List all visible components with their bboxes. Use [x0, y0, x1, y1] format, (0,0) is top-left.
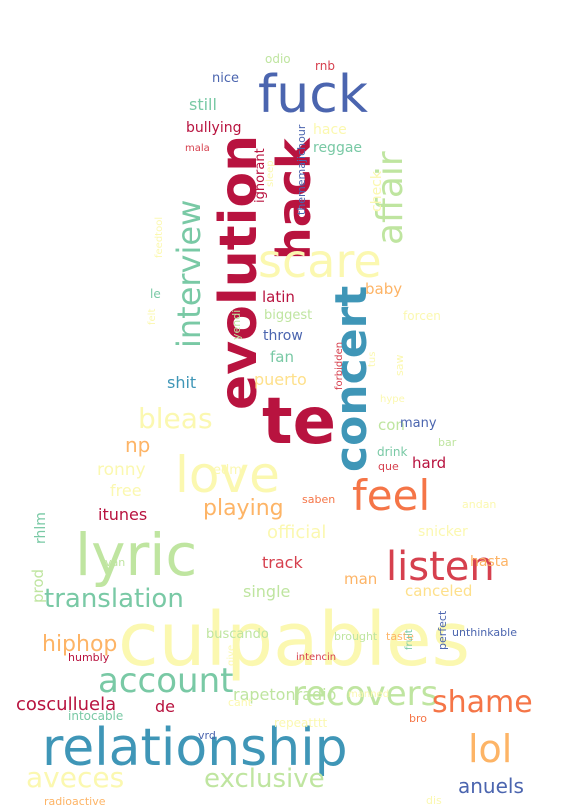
word-playing: playing [203, 496, 284, 521]
word-radioactive: radioactive [44, 795, 106, 808]
word-check: check [369, 170, 385, 212]
word-listen: listen [386, 544, 495, 590]
word-nice: nice [212, 71, 239, 86]
word-sleep: sleep [265, 160, 276, 187]
word-official: official [267, 522, 326, 543]
word-lyric: lyric [75, 521, 197, 589]
word-drink: drink [377, 445, 407, 459]
word-de: de [155, 697, 175, 716]
word-many: many [400, 416, 437, 431]
word-prod: prod [29, 569, 47, 603]
word-cosculluela: cosculluela [16, 694, 116, 715]
word-repeatttt: repeatttt [274, 716, 328, 730]
word-evolution: evolution [209, 135, 269, 410]
word-rapetonradio: rapetonradio [233, 685, 336, 704]
word-le: le [150, 287, 161, 301]
word-single: single [243, 582, 290, 601]
word-track: track [262, 553, 303, 572]
word-throw: throw [263, 328, 303, 344]
word-brought: brought [334, 630, 378, 643]
word-hasta: hasta [470, 554, 509, 570]
word-aveces: aveces [26, 761, 124, 794]
word-itunes: itunes [98, 505, 147, 524]
word-translation: translation [44, 584, 184, 614]
word-free: free [110, 481, 142, 500]
word-np: np [125, 433, 150, 457]
word-unthinkable: unthinkable [452, 626, 517, 639]
word-exclusive: exclusive [204, 764, 325, 794]
word-puerto: puerto [254, 370, 307, 389]
word-snicker: snicker [418, 524, 468, 540]
word-fruit: fruit [404, 629, 415, 650]
word-scare: scare [258, 234, 382, 288]
word-que: que [378, 460, 399, 473]
word-concert: concert [326, 286, 377, 472]
word-intocable: intocable [68, 709, 123, 723]
word-interview: interview [170, 200, 208, 348]
word-con: con [378, 416, 405, 434]
word-thememajichour: thememajichour [295, 124, 308, 215]
word-intencin: intencin [296, 652, 336, 663]
word-forcen: forcen [403, 309, 441, 323]
word-bleas: bleas [138, 402, 213, 435]
word-vrd: vrd [198, 729, 216, 742]
word-culpables: culpables [118, 597, 470, 683]
word-tus: tus [367, 352, 378, 367]
word-feedtool: feedtool [154, 217, 165, 258]
word-buscando: buscando [206, 627, 269, 642]
word-te: te [262, 385, 336, 459]
word-hace: hace [313, 122, 347, 138]
word-humbly: humbly [68, 651, 110, 664]
word-canceled: canceled [405, 582, 472, 600]
word-cant: cant [228, 696, 253, 709]
word-manned: manned [348, 689, 389, 700]
word-andan: andan [462, 498, 496, 511]
word-rnb: rnb [315, 59, 335, 73]
word-affair: affair [370, 151, 411, 245]
word-perfect: perfect [436, 610, 449, 650]
word-bar: bar [438, 436, 457, 449]
word-man: man [344, 570, 377, 588]
word-hard: hard [412, 454, 446, 472]
word-hack: hack [267, 137, 321, 260]
word-love: love [175, 446, 280, 504]
word-taste: taste [386, 630, 414, 643]
word-yendi: yendi [230, 310, 243, 340]
word-forbidden: forbidden [334, 342, 345, 390]
word-recovers: recovers [292, 674, 438, 714]
word-anuels: anuels [458, 774, 524, 798]
word-bro: bro [409, 712, 427, 725]
word-baby: baby [365, 280, 402, 298]
word-still: still [189, 95, 217, 114]
word-reggae: reggae [313, 140, 362, 156]
word-shit: shit [167, 373, 196, 392]
word-van: van [105, 556, 125, 569]
word-ignorant: ignorant [253, 148, 268, 203]
word-edm: edm [213, 463, 242, 478]
word-hype: hype [380, 394, 405, 405]
word-saben: saben [302, 493, 335, 506]
word-biggest: biggest [264, 308, 312, 323]
word-feel: feel [352, 471, 430, 520]
word-mala: mala [185, 143, 210, 154]
word-relationship: relationship [42, 718, 348, 778]
word-latin: latin [262, 288, 295, 306]
word-account: account [98, 661, 233, 701]
word-dis: dis [426, 794, 442, 807]
word-bullying: bullying [186, 120, 241, 136]
word-fuck: fuck [258, 65, 368, 125]
word-fan: fan [270, 348, 294, 366]
word-shame: shame [432, 685, 533, 720]
word-ronny: ronny [97, 460, 146, 480]
word-hiphop: hiphop [42, 632, 117, 657]
word-rhlm: rhlm [33, 512, 49, 544]
word-saw: saw [393, 355, 406, 376]
word-felt: felt [147, 309, 158, 325]
word-give: give [226, 645, 237, 666]
word-odio: odio [265, 52, 291, 66]
word-lol: lol [468, 727, 512, 771]
